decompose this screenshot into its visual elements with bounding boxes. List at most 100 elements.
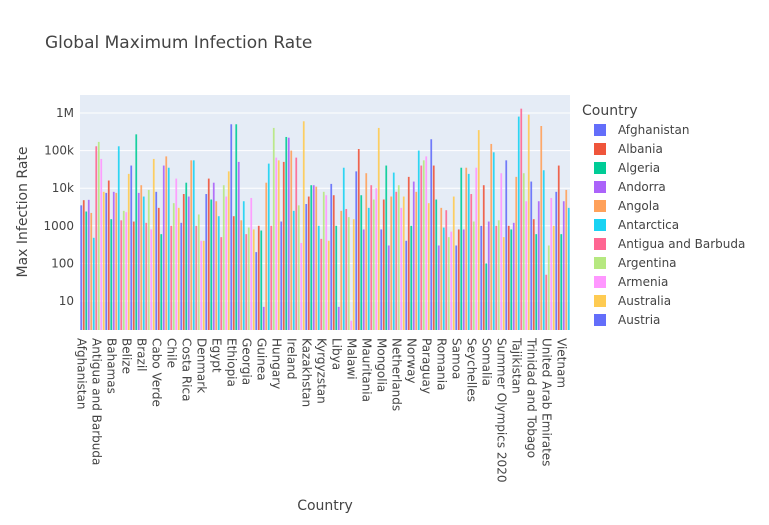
bar — [377, 127, 380, 330]
bar — [200, 240, 203, 330]
legend-label: Australia — [618, 294, 671, 308]
bar — [442, 227, 445, 330]
bar — [555, 191, 558, 330]
bar — [87, 199, 90, 330]
bar — [412, 181, 415, 330]
bar — [170, 225, 173, 330]
chart-title: Global Maximum Infection Rate — [45, 33, 312, 53]
bar — [262, 306, 265, 330]
legend-title: Country — [582, 103, 638, 119]
y-tick-label: 100k — [44, 144, 74, 158]
bar — [400, 207, 403, 330]
bar — [432, 165, 435, 330]
bar — [142, 196, 145, 330]
bar — [230, 124, 233, 330]
bar — [445, 210, 448, 330]
y-tick-label: 100 — [51, 256, 74, 270]
legend-label: Afghanistan — [618, 123, 689, 137]
bar — [405, 240, 408, 330]
bar — [362, 229, 365, 330]
bar — [407, 176, 410, 330]
legend-swatch — [594, 200, 606, 212]
bar — [160, 234, 163, 330]
bar — [300, 242, 303, 330]
bar — [167, 167, 170, 330]
bar — [125, 212, 128, 330]
bar — [145, 222, 148, 330]
bar — [515, 176, 518, 330]
bar — [395, 191, 398, 330]
x-tick-label: Guinea — [254, 338, 268, 381]
bar — [422, 160, 425, 330]
bar — [120, 220, 123, 330]
bar — [135, 134, 138, 330]
bar — [437, 245, 440, 330]
x-tick-label: Norway — [404, 338, 418, 384]
bar — [447, 237, 450, 330]
bar — [462, 229, 465, 330]
bar — [212, 182, 215, 330]
bar — [505, 160, 508, 330]
y-tick-label: 1000 — [43, 219, 74, 233]
bar — [325, 195, 328, 330]
bar — [117, 146, 120, 330]
bar — [560, 234, 563, 330]
bar — [500, 173, 503, 330]
bar — [540, 125, 543, 330]
bar — [122, 210, 125, 330]
bar — [275, 157, 278, 330]
bar — [302, 121, 305, 330]
legend-swatch — [594, 124, 606, 136]
bar — [130, 165, 133, 330]
x-tick-label: Mauritania — [359, 338, 373, 402]
legend-label: Antigua and Barbuda — [618, 237, 745, 251]
bar — [457, 229, 460, 330]
bar — [332, 195, 335, 330]
x-tick-label: Kyrgyzstan — [314, 338, 328, 404]
bar — [382, 199, 385, 330]
bar — [197, 214, 200, 330]
bar — [105, 192, 108, 330]
bar — [147, 189, 150, 330]
bar — [180, 222, 183, 330]
bar — [297, 205, 300, 330]
y-tick-label: 10 — [59, 294, 74, 308]
legend-label: Albania — [618, 142, 663, 156]
bar — [227, 171, 230, 330]
x-tick-label: Malawi — [344, 338, 358, 380]
bar — [140, 185, 143, 330]
bar — [492, 152, 495, 330]
y-tick-label: 10k — [52, 181, 74, 195]
bar — [165, 156, 168, 330]
bar — [102, 191, 105, 330]
legend-label: Algeria — [618, 161, 660, 175]
bar — [537, 201, 540, 330]
bar — [552, 225, 555, 330]
x-tick-label: Georgia — [239, 338, 253, 385]
bar — [420, 165, 423, 330]
legend-swatch — [594, 238, 606, 250]
bar — [292, 210, 295, 330]
bar — [460, 167, 463, 330]
bar — [155, 191, 158, 330]
bar — [435, 199, 438, 330]
bar — [387, 245, 390, 330]
bar — [367, 207, 370, 330]
legend-swatch — [594, 219, 606, 231]
bar — [480, 225, 483, 330]
x-tick-label: Tajikistan — [509, 337, 523, 394]
bar — [100, 158, 103, 330]
x-axis-title: Country — [297, 498, 353, 514]
bar — [97, 141, 100, 330]
bar — [525, 201, 528, 330]
bar — [510, 229, 513, 330]
bar — [137, 192, 140, 330]
bar — [322, 191, 325, 330]
x-tick-label: Cabo Verde — [149, 338, 163, 407]
bar — [452, 196, 455, 330]
bar — [507, 225, 510, 330]
legend-label: Austria — [618, 313, 660, 327]
bar — [152, 158, 155, 330]
bar — [290, 150, 293, 330]
x-tick-label: Bahamas — [104, 338, 118, 394]
